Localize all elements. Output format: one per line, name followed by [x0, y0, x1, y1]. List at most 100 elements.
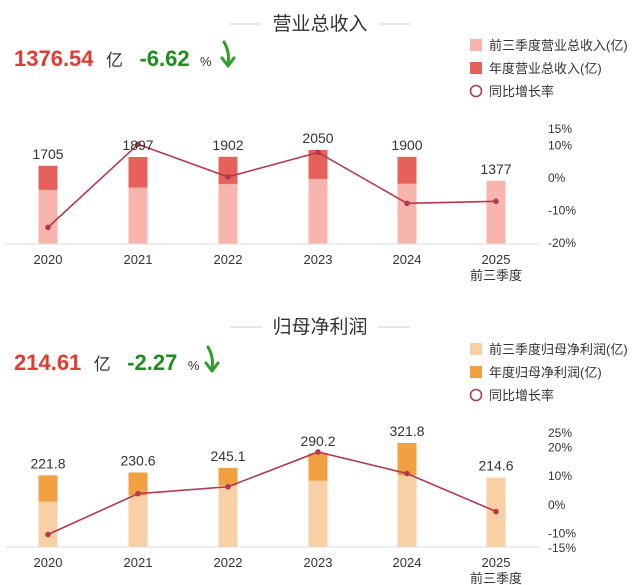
growth-point-2020	[45, 531, 51, 538]
bar-base-2021	[128, 187, 148, 244]
bar-top-2022	[218, 156, 238, 184]
right-axis-tick-2: 0%	[548, 171, 566, 185]
profit-chart: 归母净利润 214.61 亿 -2.27 % 前三季度归母净利润(亿) 年度归母…	[5, 316, 628, 585]
value-label-2022: 1902	[212, 137, 243, 153]
category-sublabel-2025: 前三季度	[470, 571, 522, 585]
growth-point-2024	[404, 470, 410, 477]
revenue-panel: 营业总收入 1376.54 亿 -6.62 % 前三季度营业总收入(亿) 年度营…	[0, 0, 640, 290]
headline-change-unit: %	[188, 358, 200, 373]
right-axis-tick-3: -10%	[548, 203, 576, 217]
bars-layer	[38, 150, 506, 244]
bar-top-2021	[128, 157, 148, 188]
bar-base-2020	[38, 501, 58, 547]
headline-value: 1376.54	[14, 46, 94, 71]
growth-point-2021	[135, 141, 141, 148]
category-label-2020: 2020	[34, 252, 63, 267]
category-label-2024: 2024	[393, 252, 422, 267]
right-axis-tick-4: -20%	[548, 236, 576, 250]
value-label-2021: 1897	[122, 137, 153, 153]
category-label-2022: 2022	[214, 252, 243, 267]
value-label-2025: 1377	[480, 161, 511, 177]
bar-base-2024	[397, 475, 417, 547]
legend-item-top: 年度归母净利润(亿)	[489, 365, 602, 380]
legend-swatch-top	[470, 62, 482, 74]
headline-value: 214.61	[14, 350, 81, 375]
legend: 前三季度归母净利润(亿) 年度归母净利润(亿) 同比增长率	[469, 342, 628, 403]
bar-base-2022	[218, 183, 238, 244]
bar-base-2023	[308, 480, 328, 547]
value-labels: 221.8 230.6 245.1 290.2 321.8 214.6	[30, 423, 513, 474]
growth-point-2022	[225, 174, 231, 180]
chart-title: 营业总收入	[272, 13, 367, 35]
down-arrow-icon	[204, 345, 220, 373]
growth-point-2024	[404, 200, 410, 207]
growth-line	[47, 143, 497, 228]
legend-swatch-top	[470, 366, 482, 378]
legend-swatch-growth	[469, 388, 483, 402]
down-arrow-icon	[220, 40, 236, 68]
bar-top-2023	[308, 150, 328, 179]
headline: 214.61 亿 -2.27 %	[14, 350, 200, 375]
right-axis-tick-1: 10%	[548, 138, 572, 152]
value-label-2023: 2050	[302, 130, 333, 146]
value-labels: 1705 1897 1902 2050 1900 1377	[32, 130, 511, 177]
profit-panel: 归母净利润 214.61 亿 -2.27 % 前三季度归母净利润(亿) 年度归母…	[0, 295, 640, 585]
legend-swatch-base	[470, 39, 482, 51]
growth-point-2025	[493, 508, 499, 515]
value-label-2020: 221.8	[30, 455, 65, 471]
category-sublabel-2025: 前三季度	[470, 268, 522, 283]
value-label-2022: 245.1	[210, 448, 245, 464]
category-label-2021: 2021	[124, 555, 153, 570]
growth-line	[47, 451, 497, 536]
right-axis-tick-0: 15%	[548, 122, 572, 136]
legend-swatch-base	[470, 343, 482, 355]
growth-point-2023	[315, 449, 321, 455]
bar-base-2024	[397, 183, 417, 244]
headline-change: -6.62	[139, 46, 189, 71]
bar-top-2023	[308, 453, 328, 481]
headline-change: -2.27	[127, 350, 177, 375]
right-axis-tick-2: 10%	[548, 469, 572, 483]
right-axis-tick-0: 25%	[548, 426, 572, 440]
legend-item-base: 前三季度营业总收入(亿)	[489, 38, 628, 53]
legend-item-growth: 同比增长率	[489, 84, 554, 99]
growth-line-layer	[45, 449, 499, 538]
growth-point-2025	[493, 198, 499, 205]
value-label-2024: 321.8	[389, 423, 424, 439]
category-label-2023: 2023	[304, 555, 333, 570]
right-axis-tick-5: -15%	[548, 541, 576, 555]
legend-item-top: 年度营业总收入(亿)	[489, 61, 602, 76]
revenue-chart: 营业总收入 1376.54 亿 -6.62 % 前三季度营业总收入(亿) 年度营…	[5, 13, 628, 283]
bar-top-2020	[38, 165, 58, 190]
legend-item-base: 前三季度归母净利润(亿)	[489, 342, 628, 357]
bar-top-2024	[397, 443, 417, 476]
right-axis-tick-3: 0%	[548, 498, 566, 512]
headline: 1376.54 亿 -6.62 %	[14, 46, 212, 71]
value-label-2021: 230.6	[120, 452, 155, 468]
bar-top-2024	[397, 156, 417, 184]
growth-point-2022	[225, 483, 231, 490]
category-label-2021: 2021	[124, 252, 153, 267]
right-axis-tick-4: -10%	[548, 527, 576, 541]
headline-unit: 亿	[106, 51, 123, 70]
value-label-2025: 214.6	[478, 458, 513, 474]
category-label-2020: 2020	[34, 555, 63, 570]
headline-change-unit: %	[200, 54, 212, 69]
legend-swatch-growth	[469, 84, 483, 98]
growth-line-layer	[45, 141, 499, 231]
bar-base-2022	[218, 485, 238, 547]
bar-top-2022	[218, 467, 238, 486]
growth-point-2021	[135, 490, 141, 497]
category-label-2025: 2025	[482, 252, 511, 267]
headline-unit: 亿	[94, 355, 111, 374]
right-axis: 25%20% 10% 0% -10%-15%	[548, 426, 576, 555]
legend: 前三季度营业总收入(亿) 年度营业总收入(亿) 同比增长率	[469, 38, 628, 99]
category-label-2023: 2023	[304, 252, 333, 267]
bar-base-2025	[486, 180, 506, 244]
category-label-2024: 2024	[393, 555, 422, 570]
bar-top-2021	[128, 472, 148, 496]
bar-base-2023	[308, 178, 328, 244]
chart-title: 归母净利润	[272, 316, 367, 338]
